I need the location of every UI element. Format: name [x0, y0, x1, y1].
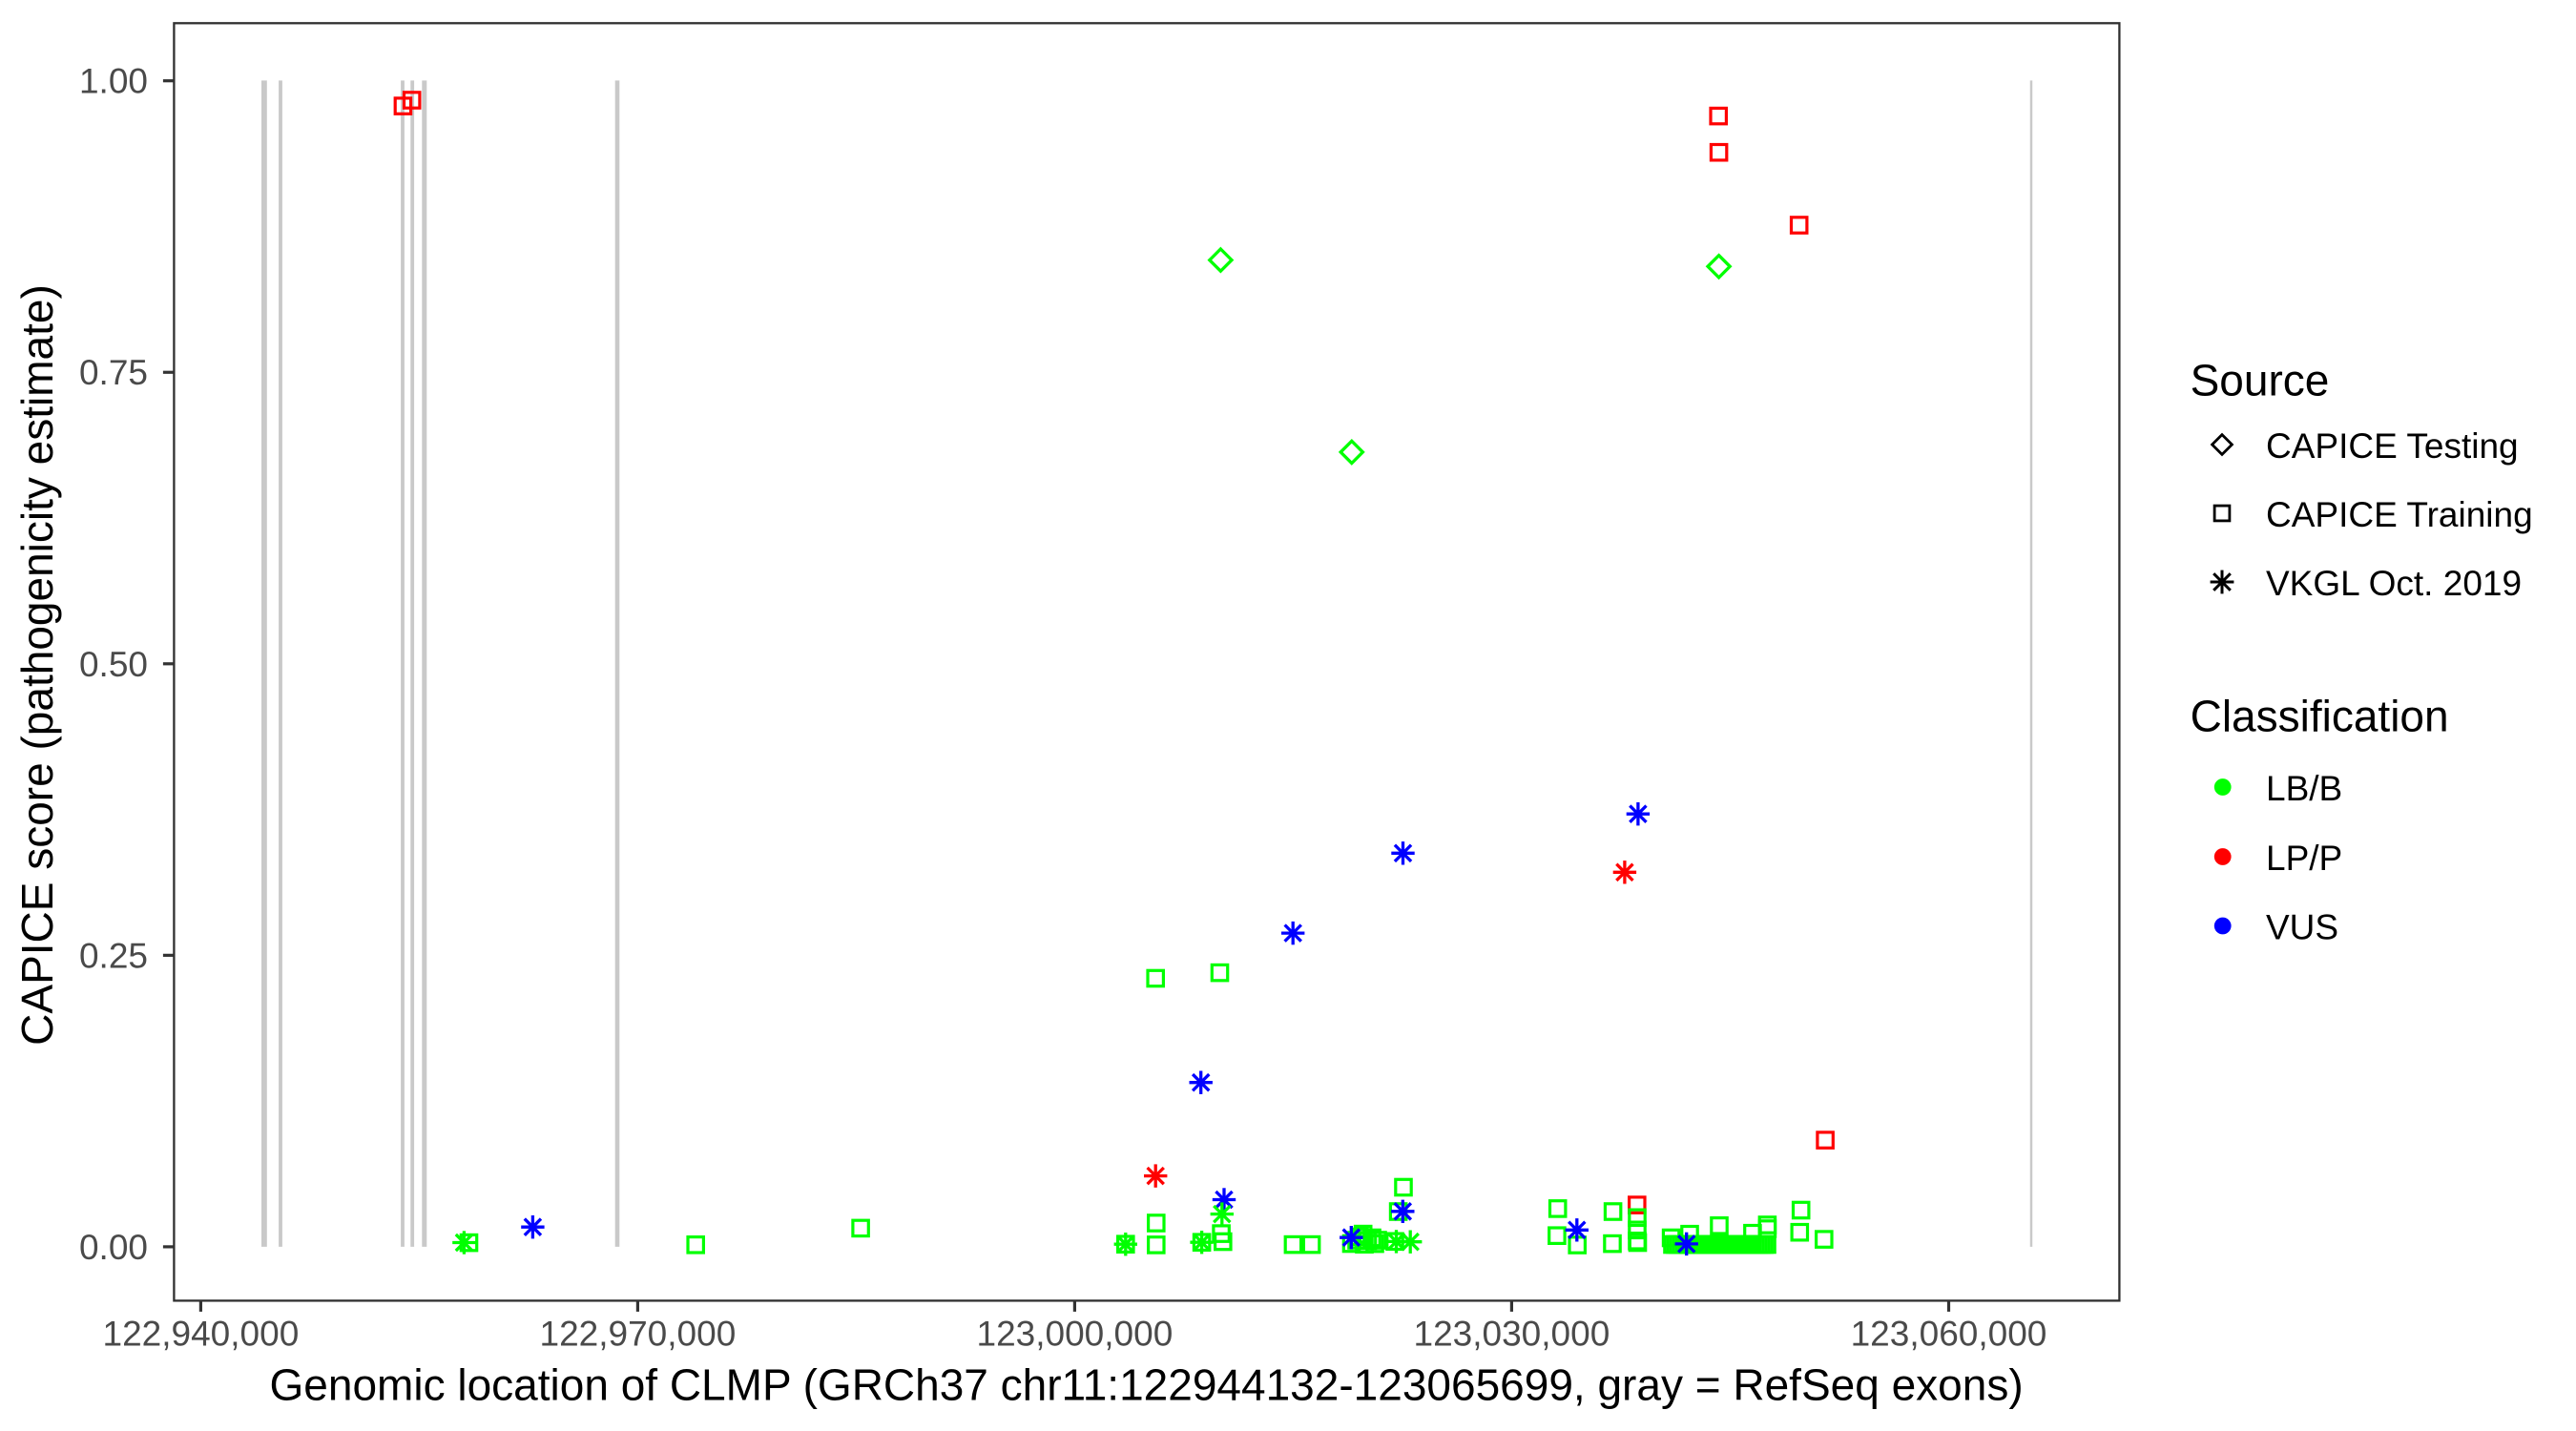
svg-text:0.25: 0.25 — [79, 936, 148, 975]
svg-text:123,030,000: 123,030,000 — [1414, 1315, 1610, 1354]
svg-text:122,940,000: 122,940,000 — [103, 1315, 300, 1354]
svg-text:123,060,000: 123,060,000 — [1851, 1315, 2047, 1354]
svg-text:122,970,000: 122,970,000 — [540, 1315, 737, 1354]
svg-text:LB/B: LB/B — [2266, 769, 2342, 808]
svg-text:Genomic location of CLMP (GRCh: Genomic location of CLMP (GRCh37 chr11:1… — [270, 1360, 2024, 1410]
svg-text:CAPICE score (pathogenicity es: CAPICE score (pathogenicity estimate) — [12, 284, 62, 1046]
svg-text:CAPICE Testing: CAPICE Testing — [2266, 426, 2519, 466]
svg-text:Classification: Classification — [2191, 692, 2449, 741]
svg-text:Source: Source — [2191, 356, 2330, 405]
svg-text:1.00: 1.00 — [79, 62, 148, 101]
svg-text:0.50: 0.50 — [79, 645, 148, 684]
svg-text:VUS: VUS — [2266, 908, 2338, 947]
svg-text:0.75: 0.75 — [79, 353, 148, 392]
svg-text:LP/P: LP/P — [2266, 839, 2342, 878]
svg-text:0.00: 0.00 — [79, 1228, 148, 1267]
svg-text:123,000,000: 123,000,000 — [977, 1315, 1174, 1354]
svg-text:VKGL Oct. 2019: VKGL Oct. 2019 — [2266, 564, 2522, 603]
svg-text:CAPICE Training: CAPICE Training — [2266, 495, 2533, 534]
